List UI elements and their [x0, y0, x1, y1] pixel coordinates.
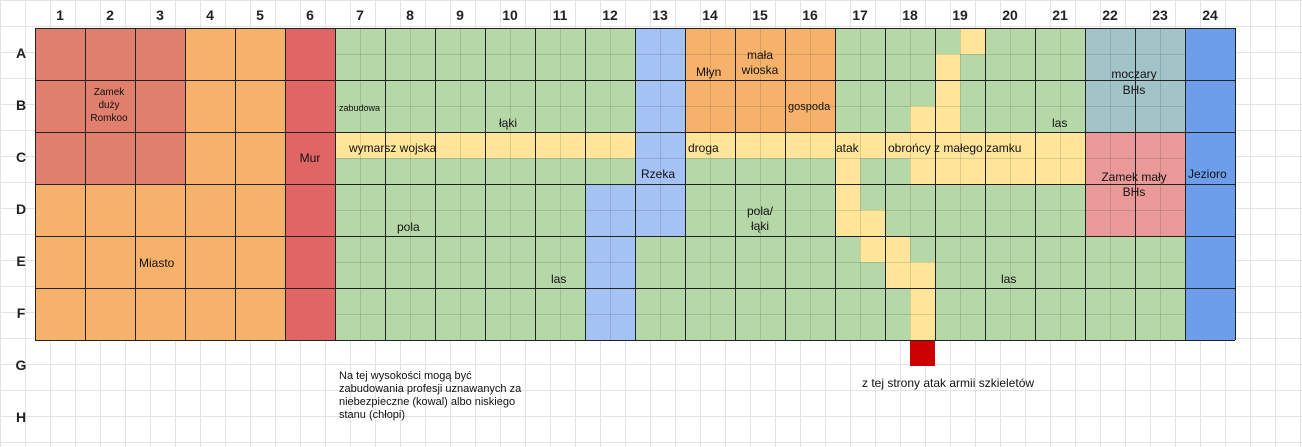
column-header-20: 20 [1002, 7, 1018, 23]
area-river-upper [635, 28, 685, 236]
label-miasto: Miasto [139, 256, 175, 270]
path-e17 [860, 236, 885, 262]
label-mlyn: Młyn [696, 65, 722, 79]
enemy-marker [910, 340, 935, 366]
label-pola-laki: pola/ łąki [746, 204, 774, 233]
area-city-top [185, 28, 285, 184]
row-header-C: C [15, 149, 27, 165]
label-las-e20: las [1001, 272, 1017, 286]
area-city [35, 184, 285, 340]
column-header-7: 7 [356, 7, 364, 23]
area-village [735, 28, 785, 132]
column-header-12: 12 [602, 7, 618, 23]
label-obroncy: obrońcy z małego zamku [888, 141, 1022, 155]
row-header-G: G [15, 357, 27, 373]
label-jezioro: Jezioro [1188, 167, 1227, 181]
note-profesje: Na tej wysokości mogą być zabudowania pr… [339, 370, 522, 421]
label-moczary: moczary BHs [1111, 67, 1157, 97]
label-zamek-duzy: Zamek duży Romkoo [90, 87, 128, 124]
label-droga: droga [688, 141, 719, 155]
column-header-8: 8 [406, 7, 414, 23]
label-mala-wioska: mała wioska [741, 48, 779, 77]
row-header-A: A [15, 45, 27, 61]
column-header-3: 3 [156, 7, 164, 23]
column-header-16: 16 [802, 7, 818, 23]
path-d17b [835, 210, 885, 236]
column-header-10: 10 [502, 7, 518, 23]
path-b19 [935, 80, 960, 132]
label-wymarsz: wymarsz wojska [349, 141, 437, 155]
column-header-6: 6 [306, 7, 314, 23]
column-header-18: 18 [902, 7, 918, 23]
column-header-1: 1 [56, 7, 64, 23]
label-las-e11: las [551, 272, 567, 286]
row-header-B: B [15, 97, 27, 113]
path-a19 [960, 28, 985, 54]
road-droga [685, 132, 835, 158]
path-d17 [835, 158, 860, 210]
column-header-21: 21 [1052, 7, 1068, 23]
path-b18 [910, 106, 935, 132]
label-mur: Mur [299, 151, 321, 165]
note-szkielety: z tej strony atak armii szkieletów [862, 376, 1035, 390]
column-header-19: 19 [952, 7, 968, 23]
column-header-17: 17 [852, 7, 868, 23]
column-header-14: 14 [702, 7, 718, 23]
path-a19b [935, 54, 960, 80]
label-atak: atak [836, 141, 859, 155]
road-atak [835, 132, 885, 158]
label-pola: pola [397, 220, 420, 234]
row-header-F: F [16, 305, 26, 321]
path-e18 [885, 236, 910, 288]
column-header-4: 4 [206, 7, 214, 23]
row-header-D: D [15, 201, 27, 217]
column-header-9: 9 [456, 7, 464, 23]
column-header-2: 2 [106, 7, 114, 23]
column-header-5: 5 [256, 7, 264, 23]
column-header-13: 13 [652, 7, 668, 23]
label-gospoda: gospoda [788, 101, 831, 113]
area-river-lower [585, 184, 635, 340]
label-las-b21: las [1052, 116, 1068, 130]
road-obroncy-2 [910, 158, 1085, 184]
area-mill [685, 28, 735, 132]
area-inn [785, 28, 835, 132]
path-f18 [910, 288, 935, 340]
row-header-H: H [15, 409, 27, 425]
label-laki: łąki [499, 116, 518, 130]
area-wall [285, 28, 335, 340]
column-header-15: 15 [752, 7, 768, 23]
column-header-22: 22 [1102, 7, 1118, 23]
column-header-11: 11 [552, 7, 568, 23]
row-header-E: E [16, 253, 26, 269]
path-e18b [910, 262, 935, 288]
label-zabudowa: zabudowa [339, 103, 381, 113]
area-castle-big [35, 28, 185, 184]
label-rzeka: Rzeka [641, 167, 676, 181]
label-zamek-maly: Zamek mały BHs [1101, 170, 1167, 199]
area-lake [1185, 28, 1235, 340]
column-header-24: 24 [1202, 7, 1218, 23]
column-header-23: 23 [1152, 7, 1168, 23]
